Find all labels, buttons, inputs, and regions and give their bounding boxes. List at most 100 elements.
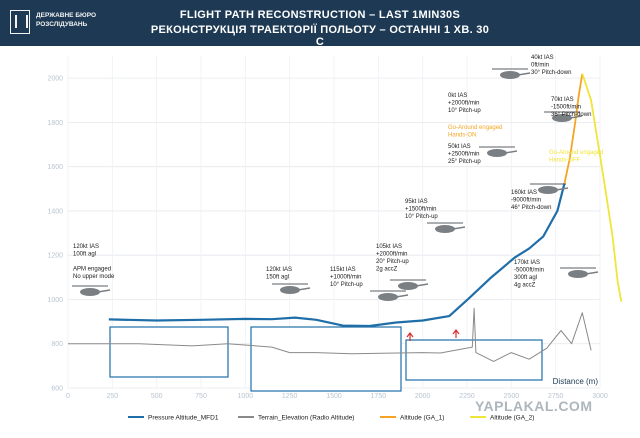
helicopter-icon [544, 111, 583, 122]
ga1-label: Hands-ON [448, 133, 476, 139]
ga1-label: Go-Around engaged [448, 125, 502, 131]
y-tick-label: 1000 [47, 297, 63, 304]
annotation-text: 10° Pitch-up [405, 214, 438, 220]
x-tick-label: 2250 [459, 393, 475, 400]
x-tick-label: 750 [195, 393, 207, 400]
helicopter-tail [395, 294, 409, 298]
annotation-text: 30° Pitch-down [531, 70, 571, 76]
annotation-text: 105kt IAS [376, 244, 402, 250]
helicopter-tail [452, 226, 466, 230]
annotation-text: 0kt IAS [448, 93, 467, 99]
legend: Pressure Altitude_MFD1 Terrain_Elevation … [128, 415, 534, 422]
annotation-text: 170kt IAS [514, 260, 540, 266]
ga2-label: Go-Around engaged [549, 150, 603, 156]
helicopter-icon [370, 290, 409, 301]
annotation-text: 46° Pitch-down [511, 205, 551, 211]
x-tick-label: 1500 [326, 393, 342, 400]
zone-text: Політ над лісом [128, 348, 197, 358]
annotation-text: 115kt IAS [330, 267, 356, 273]
annotation-text: 4g accZ [514, 283, 536, 289]
helicopter-icon [390, 279, 429, 290]
annotation-text: APM engaged [73, 267, 111, 273]
legend-label: Pressure Altitude_MFD1 [148, 415, 219, 422]
helicopter-icon [427, 222, 466, 233]
watermark: YAPLAKAL.COM [475, 398, 593, 414]
helicopter-icon [72, 285, 111, 296]
helicopter-tail [504, 150, 518, 154]
org-name: ДЕРЖАВНЕ БЮРО РОЗСЛІДУВАНЬ [36, 11, 96, 29]
annotation-text: +2000ft/min [448, 101, 480, 107]
annotation-text: 20° Pitch-up [376, 259, 409, 265]
ga2-label: Hands-OFF [549, 158, 581, 164]
header-bar: ДЕРЖАВНЕ БЮРО РОЗСЛІДУВАНЬ FLIGHT PATH R… [0, 0, 640, 48]
series-line [581, 73, 623, 302]
helicopter-tail [97, 289, 111, 293]
chart-title-en: FLIGHT PATH RECONSTRUCTION – LAST 1MIN30… [179, 9, 461, 21]
red-arrow-marker [406, 332, 414, 341]
helicopter-body [80, 288, 100, 296]
zone-text: Residental area [269, 331, 332, 341]
annotation-text: -5000ft/min [514, 268, 544, 274]
annotation-text: 25° Pitch-up [448, 159, 481, 165]
annotation-text: 2g accZ [376, 267, 398, 273]
x-tick-label: 2500 [504, 393, 520, 400]
org-name-line2: РОЗСЛІДУВАНЬ [36, 21, 88, 28]
annotation-text: 95kt IAS [405, 199, 428, 205]
helicopter-body [552, 114, 572, 122]
y-tick-label: 800 [51, 341, 63, 348]
helicopter-body [398, 282, 418, 290]
y-tick-label: 1200 [47, 253, 63, 260]
legend-label: Altitude (GA_2) [490, 415, 534, 422]
annotation-text: +2500ft/min [448, 152, 480, 158]
x-tick-label: 1000 [238, 393, 254, 400]
helicopter-body [538, 186, 558, 194]
helicopter-body [500, 71, 520, 79]
y-tick-label: 1400 [47, 208, 63, 215]
helicopter-body [435, 225, 455, 233]
annotation-text: +1500ft/min [405, 207, 437, 213]
x-tick-label: 500 [151, 393, 163, 400]
y-tick-label: 1600 [47, 164, 63, 171]
helicopter-body [378, 293, 398, 301]
series-group [68, 73, 623, 362]
x-tick-label: 2750 [548, 393, 564, 400]
annotation-text: 10° Pitch-up [448, 108, 481, 114]
x-tick-label: 2000 [415, 393, 431, 400]
zone-text: Houses of 1-2 floors [269, 344, 350, 354]
zone-box [405, 339, 543, 381]
zone-text: 2 buildings 25 floors [423, 348, 505, 358]
helicopter-tail [585, 271, 599, 275]
helicopter-tail [415, 283, 429, 287]
zone-box [109, 326, 229, 378]
helicopter-body [280, 286, 300, 294]
helicopter-icon [272, 283, 311, 294]
helicopter-icon [479, 146, 518, 157]
x-tick-label: 3000 [592, 393, 608, 400]
annotation-text: 70kt IAS [551, 97, 574, 103]
zone-text: 2 будинки 25 поверхів [423, 361, 516, 371]
axis-ticks: 600 800 1000 1200 1400 1600 1800 2000 0 250 500 750… [47, 76, 607, 400]
helicopter-icons [72, 68, 599, 301]
x-tick-label: 0 [66, 393, 70, 400]
y-tick-label: 1800 [47, 120, 63, 127]
annotation-text: 0ft/min [531, 63, 549, 69]
helicopter-tail [555, 187, 569, 191]
legend-label: Altitude (GA_1) [400, 415, 444, 422]
helicopter-body [487, 149, 507, 157]
helicopter-tail [297, 287, 311, 291]
annotation-text: 150ft agl [266, 275, 289, 281]
legend-label: Terrain_Elevation (Radio Altitude) [258, 415, 354, 422]
x-tick-label: 1750 [371, 393, 387, 400]
annotation-text: 120kt IAS [266, 267, 292, 273]
y-tick-label: 2000 [47, 76, 63, 83]
x-tick-label: 250 [106, 393, 118, 400]
annotation-text: 300ft agl [514, 275, 537, 281]
helicopter-icon [560, 267, 599, 278]
annotation-text: +2000ft/min [376, 252, 408, 258]
dbr-logo-icon [10, 10, 30, 34]
org-name-line1: ДЕРЖАВНЕ БЮРО [36, 12, 96, 19]
annotation-text: 10° Pitch-up [330, 282, 363, 288]
series-line [68, 307, 592, 362]
